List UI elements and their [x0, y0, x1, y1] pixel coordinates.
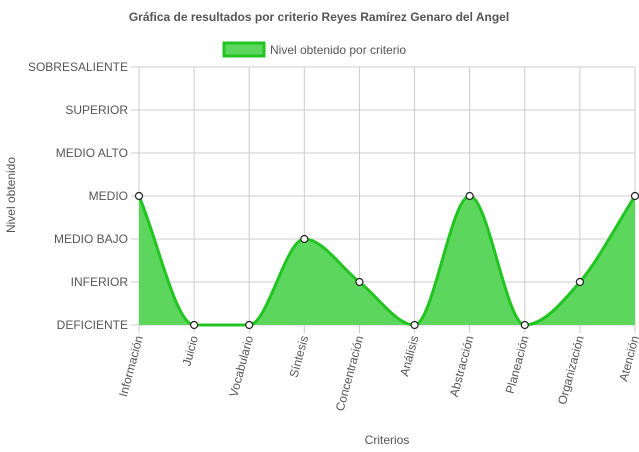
data-point[interactable] [134, 191, 144, 201]
data-point[interactable] [245, 320, 254, 330]
x-tick-label: Abstracción [447, 334, 477, 398]
data-point[interactable] [410, 320, 419, 330]
data-point[interactable] [190, 320, 199, 330]
data-point[interactable] [630, 191, 639, 201]
x-tick-label: Concentración [333, 334, 367, 412]
x-axis-title: Criterios [365, 433, 410, 447]
y-axis-ticks: DEFICIENTE INFERIOR MEDIO BAJO MEDIO MEDIO A… [28, 60, 128, 332]
y-tick-label: INFERIOR [71, 275, 129, 289]
x-tick-label: Información [116, 334, 146, 398]
chart-title: Gráfica de resultados por criterio Reyes… [129, 10, 509, 24]
y-tick-label: SUPERIOR [65, 103, 128, 117]
x-tick-label: Síntesis [287, 334, 312, 379]
grid-lines [131, 66, 636, 333]
y-tick-label: MEDIO ALTO [56, 146, 128, 160]
series-line [137, 194, 637, 327]
y-tick-label: DEFICIENTE [57, 318, 128, 332]
series-area [139, 196, 635, 325]
y-tick-label: MEDIO BAJO [54, 232, 128, 246]
y-axis-title: Nivel obtenido [4, 157, 18, 233]
y-tick-label: SOBRESALIENTE [28, 60, 128, 74]
x-tick-label: Atención [616, 334, 639, 383]
x-axis-ticks: Información Juicio Vocabulario Síntesis Conc… [116, 334, 639, 413]
x-tick-label: Juicio [180, 334, 202, 368]
data-point[interactable] [300, 234, 309, 244]
data-points [134, 191, 639, 330]
series-group [137, 194, 637, 327]
legend-label: Nivel obtenido por criterio [270, 43, 406, 57]
data-point[interactable] [465, 191, 474, 201]
x-tick-label: Organización [555, 334, 587, 406]
x-tick-label: Análisis [397, 334, 421, 378]
legend-swatch [222, 41, 266, 58]
data-point[interactable] [575, 277, 584, 287]
data-point[interactable] [355, 277, 364, 287]
x-tick-label: Planeación [503, 334, 532, 395]
y-tick-label: MEDIO [89, 189, 128, 203]
x-tick-label: Vocabulario [226, 334, 256, 399]
legend[interactable]: Nivel obtenido por criterio [222, 41, 406, 58]
data-point[interactable] [520, 320, 529, 330]
